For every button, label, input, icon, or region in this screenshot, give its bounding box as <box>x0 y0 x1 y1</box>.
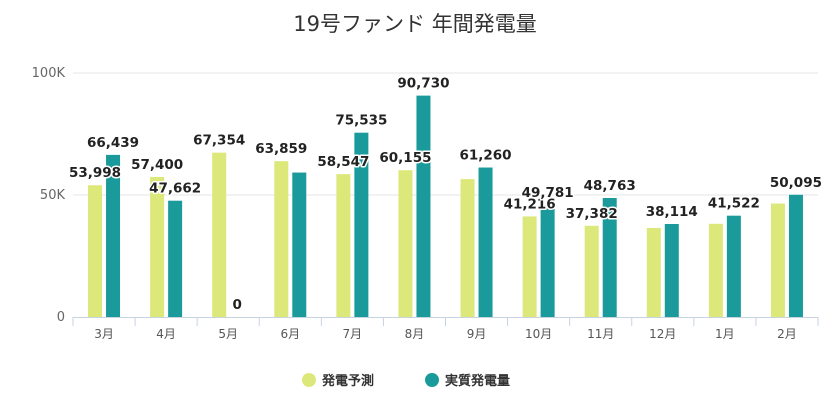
x-tick-label: 7月 <box>343 327 363 341</box>
x-tick-label: 4月 <box>156 327 176 341</box>
data-label: 90,730 <box>397 76 449 92</box>
x-tick-label: 2月 <box>777 327 797 341</box>
bar-actual[interactable] <box>540 205 555 317</box>
data-label: 61,260 <box>459 148 511 164</box>
data-label: 41,216 <box>504 196 556 212</box>
bar-forecast[interactable] <box>584 225 599 317</box>
x-tick-label: 8月 <box>405 327 425 341</box>
data-label: 75,535 <box>335 113 387 129</box>
legend-label[interactable]: 実質発電量 <box>445 373 510 389</box>
y-tick-label: 0 <box>57 310 65 325</box>
legend-marker <box>302 373 316 387</box>
bar-forecast[interactable] <box>212 152 227 317</box>
data-label: 66,439 <box>87 135 139 151</box>
x-tick-label: 6月 <box>280 327 300 341</box>
legend-marker <box>425 373 439 387</box>
bar-forecast[interactable] <box>150 176 165 317</box>
bar-actual[interactable] <box>788 194 803 317</box>
data-label: 63,859 <box>255 141 307 157</box>
grid-lines <box>73 72 818 196</box>
bar-forecast[interactable] <box>336 174 351 317</box>
x-tick-label: 11月 <box>587 327 614 341</box>
bar-actual[interactable] <box>664 224 679 317</box>
x-tick-label: 3月 <box>94 327 114 341</box>
bar-actual[interactable] <box>478 167 493 317</box>
bar-actual[interactable] <box>726 215 741 317</box>
bar-actual[interactable] <box>354 132 369 317</box>
bar-actual[interactable] <box>416 95 431 317</box>
x-tick-label: 5月 <box>218 327 238 341</box>
data-label: 58,547 <box>317 154 369 170</box>
data-label: 57,400 <box>131 157 183 173</box>
bar-forecast[interactable] <box>522 216 537 317</box>
bar-forecast[interactable] <box>460 179 475 317</box>
bar-forecast[interactable] <box>770 203 785 317</box>
x-axis: 3月 4月 5月 6月 7月 8月 9月 10月 11月 12月 1月 2月 <box>72 317 819 341</box>
data-label: 60,155 <box>379 150 431 166</box>
bar-actual[interactable] <box>602 198 617 317</box>
data-label: 49,781 <box>522 185 574 201</box>
bar-forecast[interactable] <box>88 185 103 317</box>
y-tick-label: 50K <box>40 188 66 203</box>
x-tick-label: 1月 <box>715 327 735 341</box>
legend: 発電予測 実質発電量 <box>302 373 510 389</box>
bar-forecast[interactable] <box>646 227 661 317</box>
data-label: 38,114 <box>646 204 698 220</box>
data-label: 41,522 <box>708 196 760 212</box>
bar-actual[interactable] <box>292 172 307 317</box>
bar-forecast[interactable] <box>398 170 413 317</box>
x-tick-label: 12月 <box>649 327 676 341</box>
y-axis-ticks: 0 50K 100K <box>32 66 66 325</box>
data-label: 67,354 <box>193 133 245 149</box>
bar-forecast[interactable] <box>708 223 723 317</box>
bar-forecast[interactable] <box>274 161 289 317</box>
x-tick-label: 9月 <box>467 327 487 341</box>
data-label: 37,382 <box>566 206 618 222</box>
data-label: 0 <box>233 297 242 313</box>
data-label: 48,763 <box>584 178 636 194</box>
legend-label[interactable]: 発電予測 <box>321 373 374 389</box>
bar-actual[interactable] <box>168 200 183 317</box>
bar-actual[interactable] <box>106 154 121 317</box>
data-label: 47,662 <box>149 181 201 197</box>
chart-title: 19号ファンド 年間発電量 <box>293 12 536 36</box>
y-tick-label: 100K <box>32 66 66 81</box>
bars <box>88 95 803 317</box>
data-label: 53,998 <box>69 165 121 181</box>
data-label: 50,095 <box>770 175 822 191</box>
data-labels: 53,998 57,400 67,354 63,859 58,547 60,155 41,2… <box>67 74 823 314</box>
x-tick-label: 10月 <box>525 327 552 341</box>
